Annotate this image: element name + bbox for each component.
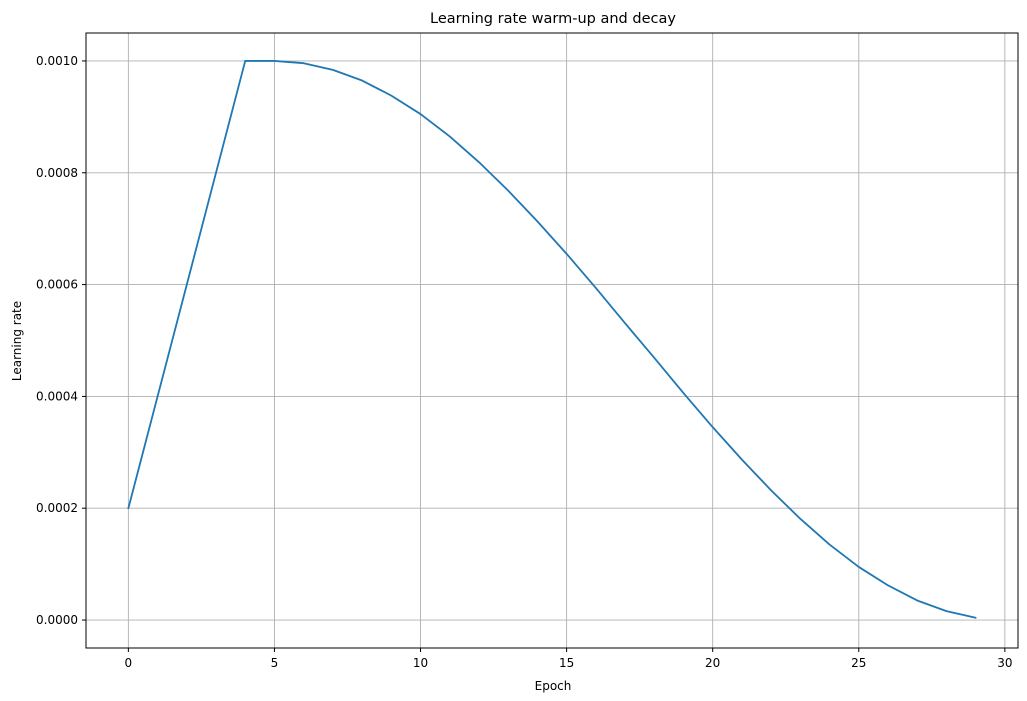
- data-point: [594, 286, 598, 290]
- data-point: [506, 189, 510, 193]
- data-point: [565, 252, 569, 256]
- x-tick-label: 20: [705, 656, 720, 670]
- data-point: [360, 79, 364, 83]
- series-group: [126, 59, 978, 620]
- x-tick-label: 25: [851, 656, 866, 670]
- chart-title: Learning rate warm-up and decay: [430, 11, 676, 27]
- data-point: [126, 506, 130, 510]
- learning-rate-series-line: [127, 60, 977, 619]
- y-tick-label: 0.0000: [36, 613, 78, 627]
- x-tick-label: 5: [271, 656, 279, 670]
- data-point: [272, 59, 276, 63]
- data-point: [769, 488, 773, 492]
- data-point: [711, 425, 715, 429]
- data-point: [740, 458, 744, 462]
- y-axis: 0.0000 0.0002 0.0004 0.0006 0.0008 0.0010: [36, 54, 86, 627]
- gridlines: [86, 33, 1018, 648]
- x-axis-label: Epoch: [535, 679, 572, 693]
- data-point: [915, 598, 919, 602]
- y-tick-label: 0.0002: [36, 501, 78, 515]
- axes-background: [86, 33, 1018, 648]
- data-point: [623, 321, 627, 325]
- data-point: [243, 59, 247, 63]
- y-tick-label: 0.0006: [36, 278, 78, 292]
- data-point: [857, 565, 861, 569]
- data-point: [652, 356, 656, 360]
- data-point: [944, 609, 948, 613]
- data-point: [302, 61, 306, 65]
- x-axis: 0 5 10 15 20 25 30: [125, 648, 1012, 670]
- x-tick-label: 15: [559, 656, 574, 670]
- data-point: [828, 543, 832, 547]
- axes-frame: [85, 32, 1019, 649]
- data-point: [681, 391, 685, 395]
- data-point: [419, 112, 423, 116]
- y-tick-label: 0.0010: [36, 54, 78, 68]
- data-point: [156, 394, 160, 398]
- data-point: [185, 283, 189, 287]
- data-point: [214, 171, 218, 175]
- data-point: [974, 616, 978, 620]
- data-point: [886, 583, 890, 587]
- y-tick-label: 0.0004: [36, 389, 78, 403]
- x-tick-label: 0: [125, 656, 133, 670]
- x-tick-label: 30: [997, 656, 1012, 670]
- y-tick-label: 0.0008: [36, 166, 78, 180]
- data-point: [535, 219, 539, 223]
- x-tick-label: 10: [413, 656, 428, 670]
- plot-area: 0 5 10 15 20 25 30 0.00000.00020.00040.00060.0…: [36, 32, 1019, 670]
- data-point: [798, 517, 802, 521]
- data-point: [448, 134, 452, 138]
- data-point: [331, 68, 335, 72]
- data-point: [389, 94, 393, 98]
- data-point: [477, 160, 481, 164]
- y-axis-label: Learning rate: [10, 301, 24, 381]
